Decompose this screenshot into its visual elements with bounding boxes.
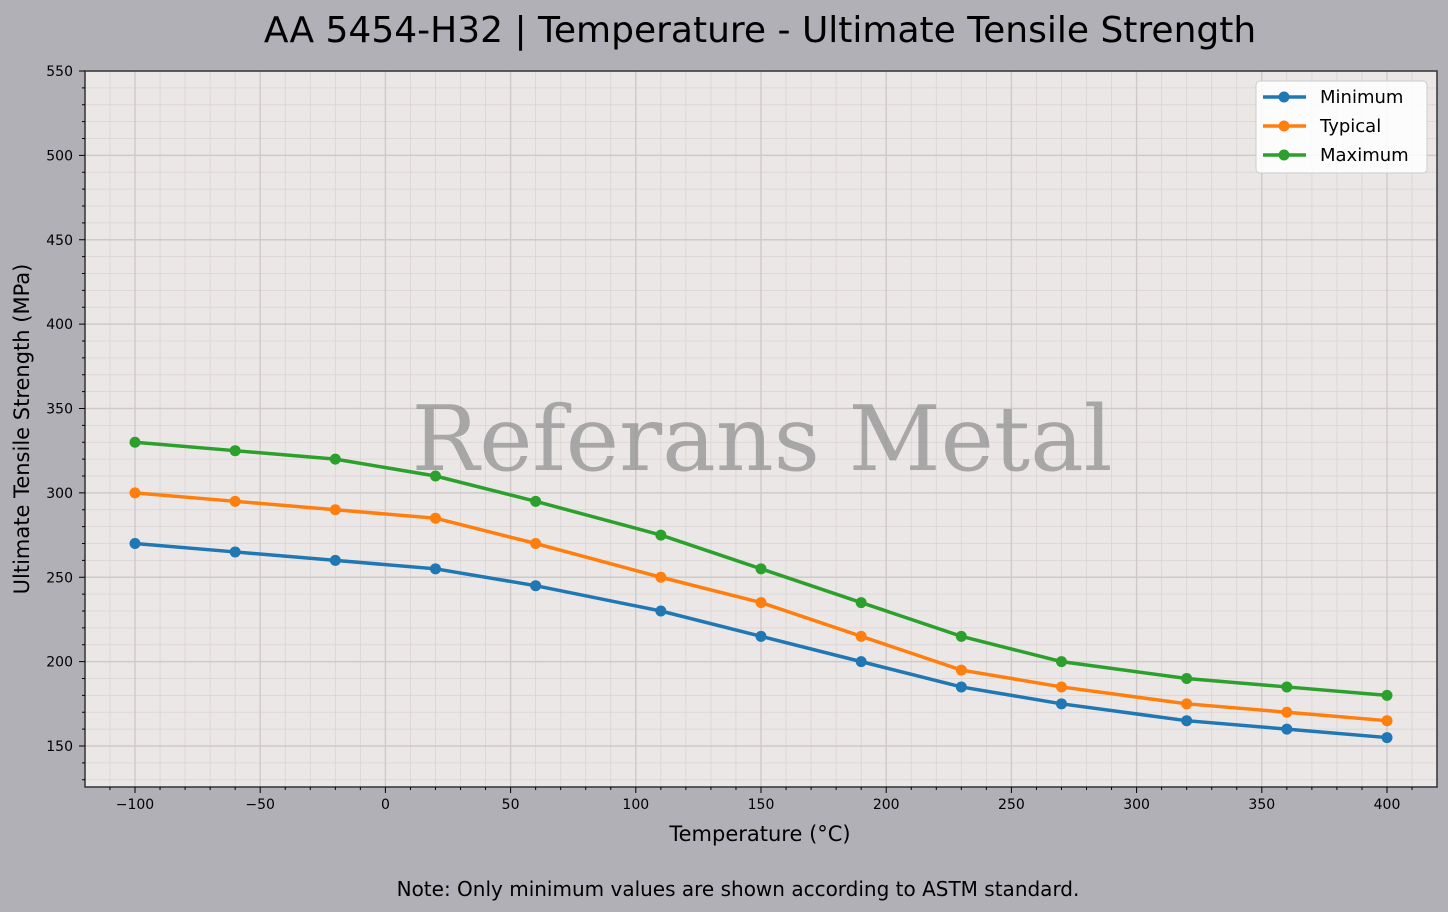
legend-marker-icon [1278, 91, 1290, 103]
data-point [1381, 689, 1393, 701]
data-point [955, 630, 967, 642]
plot-area: Referans Metal [84, 70, 1438, 788]
data-point [129, 436, 141, 448]
data-point [655, 529, 667, 541]
data-point [1181, 673, 1193, 684]
data-point [1381, 715, 1393, 727]
data-point [1181, 698, 1193, 710]
legend-item-typical: Typical [1263, 116, 1381, 137]
legend-marker-icon [1278, 149, 1290, 161]
data-point [955, 664, 967, 676]
legend-marker-icon [1278, 120, 1290, 132]
data-point [1181, 715, 1193, 727]
y-tick-label: 350 [46, 402, 73, 418]
legend-label: Typical [1319, 116, 1381, 137]
y-tick-label: 550 [46, 64, 73, 80]
data-point [1055, 681, 1067, 693]
data-point [429, 512, 441, 524]
x-tick-label: 400 [1374, 797, 1401, 813]
data-point [1381, 732, 1393, 744]
data-point [1281, 706, 1293, 718]
y-tick-label: 250 [46, 570, 73, 586]
legend-box [1255, 80, 1428, 174]
y-tick-label: 300 [46, 486, 73, 502]
x-tick-label: −100 [116, 797, 154, 813]
data-point [755, 563, 767, 575]
data-point [1055, 698, 1067, 710]
x-tick-label: 200 [873, 797, 900, 813]
data-point [855, 656, 867, 668]
legend-label: Minimum [1320, 87, 1403, 108]
data-point [655, 571, 667, 583]
data-point [1281, 723, 1293, 735]
x-tick-label: −50 [245, 797, 275, 813]
series-typical [129, 487, 1393, 727]
data-point [855, 630, 867, 642]
x-tick-label: 50 [502, 797, 520, 813]
x-tick-label: 250 [998, 797, 1025, 813]
data-point [755, 597, 767, 609]
series-layer [129, 436, 1393, 744]
x-tick-label: 0 [381, 797, 390, 813]
x-axis-label: Temperature (°C) [668, 822, 850, 846]
y-tick-label: 150 [46, 739, 73, 755]
y-axis-label: Ultimate Tensile Strength (MPa) [10, 264, 34, 595]
data-point [129, 538, 141, 549]
data-point [229, 445, 241, 457]
series-minimum [129, 538, 1393, 744]
data-point [530, 495, 542, 507]
x-tick-label: 150 [748, 797, 775, 813]
data-point [429, 563, 441, 575]
data-point [429, 470, 441, 482]
legend: Minimum Typical Maximum [1255, 80, 1428, 174]
x-tick-label: 350 [1248, 797, 1275, 813]
data-point [229, 546, 241, 558]
data-point [530, 538, 542, 549]
y-tick-label: 450 [46, 233, 73, 249]
y-tick-label: 400 [46, 317, 73, 333]
data-point [1281, 681, 1293, 693]
x-tick-label: 100 [622, 797, 649, 813]
legend-item-minimum: Minimum [1263, 87, 1403, 108]
data-point [655, 605, 667, 617]
data-point [955, 681, 967, 693]
data-point [129, 487, 141, 499]
legend-label: Maximum [1320, 145, 1409, 166]
data-point [1055, 656, 1067, 668]
data-point [329, 554, 341, 566]
major-grid [85, 70, 1437, 787]
x-axis: −100 −50 0 50 100 150 200 250 300 350 400 [109, 787, 1413, 813]
watermark: Referans Metal [411, 387, 1112, 492]
data-point [755, 630, 767, 642]
data-point [530, 580, 542, 592]
chart-title: AA 5454-H32 | Temperature - Ultimate Ten… [264, 10, 1256, 51]
x-tick-label: 300 [1123, 797, 1150, 813]
y-axis: 150 200 250 300 350 400 450 500 550 [46, 64, 85, 781]
data-point [855, 597, 867, 609]
series-maximum [129, 436, 1393, 701]
y-tick-label: 500 [46, 148, 73, 164]
y-tick-label: 200 [46, 655, 73, 671]
footnote: Note: Only minimum values are shown acco… [397, 877, 1080, 901]
data-point [329, 453, 341, 465]
legend-item-maximum: Maximum [1263, 145, 1409, 166]
data-point [229, 495, 241, 507]
data-point [329, 504, 341, 516]
